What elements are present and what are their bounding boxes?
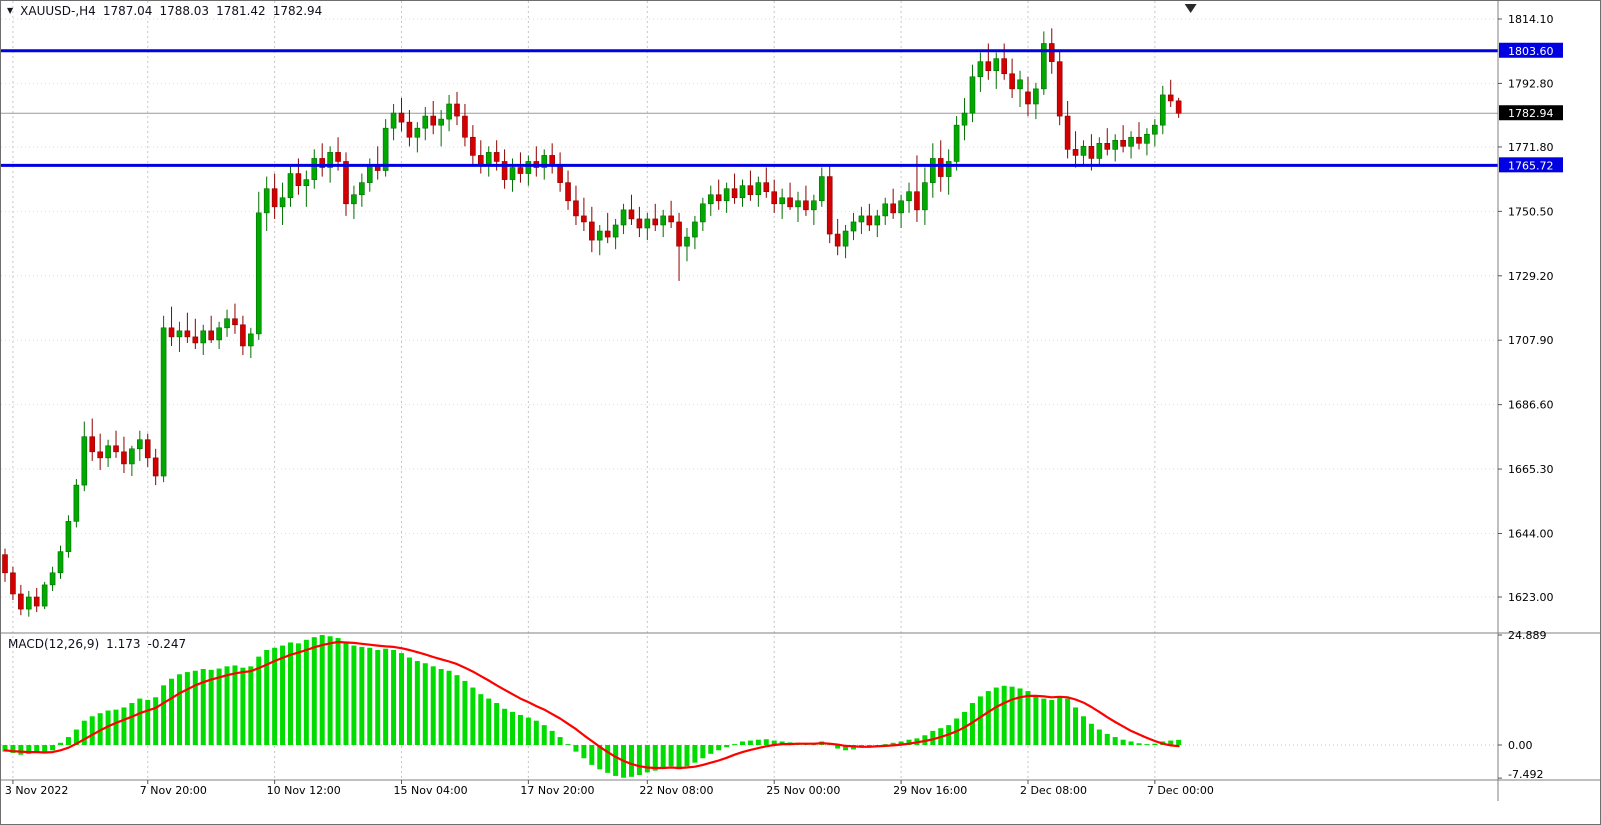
svg-text:1803.60: 1803.60 [1508, 45, 1554, 58]
ohlc-open-value: 1787.04 [102, 4, 153, 18]
indicator-main-value: 1.173 [106, 637, 141, 651]
svg-text:7 Nov 20:00: 7 Nov 20:00 [140, 784, 207, 797]
svg-text:1644.00: 1644.00 [1508, 527, 1554, 540]
svg-text:1707.90: 1707.90 [1508, 334, 1554, 347]
svg-text:1765.72: 1765.72 [1508, 159, 1554, 172]
svg-text:3 Nov 2022: 3 Nov 2022 [5, 784, 68, 797]
hlines-layer [1, 49, 1498, 167]
svg-text:1771.80: 1771.80 [1508, 141, 1554, 154]
candles-layer [2, 28, 1182, 617]
svg-text:17 Nov 20:00: 17 Nov 20:00 [520, 784, 594, 797]
svg-text:1686.60: 1686.60 [1508, 399, 1554, 412]
macd-layer [2, 635, 1182, 778]
svg-text:0.00: 0.00 [1508, 739, 1533, 752]
ohlc-high-value: 1788.03 [159, 4, 210, 18]
separators [1, 1, 1600, 801]
svg-text:7 Dec 00:00: 7 Dec 00:00 [1147, 784, 1214, 797]
svg-text:2 Dec 08:00: 2 Dec 08:00 [1020, 784, 1087, 797]
svg-text:1792.80: 1792.80 [1508, 77, 1554, 90]
svg-text:10 Nov 12:00: 10 Nov 12:00 [267, 784, 341, 797]
svg-text:-7.492: -7.492 [1508, 768, 1543, 781]
svg-text:1665.30: 1665.30 [1508, 463, 1554, 476]
indicator-label: MACD(12,26,9) 1.173 -0.247 [8, 637, 186, 651]
svg-text:1729.20: 1729.20 [1508, 270, 1554, 283]
time-axis[interactable]: 3 Nov 2022 7 Nov 20:00 10 Nov 12:00 15 Nov … [5, 780, 1214, 797]
svg-text:1750.50: 1750.50 [1508, 205, 1554, 218]
shift-marker-icon [1184, 4, 1197, 13]
indicator-signal-value: -0.247 [147, 637, 187, 651]
symbol-period-label: XAUUSD-,H4 [20, 4, 96, 18]
svg-text:1782.94: 1782.94 [1508, 107, 1554, 120]
ohlc-close-value: 1782.94 [272, 4, 323, 18]
indicator-name: MACD(12,26,9) [8, 637, 100, 651]
macd-axis: 24.889 0.00 -7.492 [1498, 629, 1547, 781]
svg-text:25 Nov 00:00: 25 Nov 00:00 [766, 784, 840, 797]
chart-menu-icon[interactable]: ▼ [7, 6, 14, 15]
svg-text:22 Nov 08:00: 22 Nov 08:00 [639, 784, 713, 797]
svg-text:24.889: 24.889 [1508, 629, 1547, 642]
price-axis[interactable]: 1814.10 1792.80 1771.80 1750.50 1729.20 1707.… [1498, 13, 1563, 604]
svg-text:1623.00: 1623.00 [1508, 591, 1554, 604]
ohlc-low-value: 1781.42 [216, 4, 266, 18]
svg-text:15 Nov 04:00: 15 Nov 04:00 [394, 784, 468, 797]
svg-text:29 Nov 16:00: 29 Nov 16:00 [893, 784, 967, 797]
svg-text:1814.10: 1814.10 [1508, 13, 1554, 26]
symbol-info: ▼ XAUUSD-,H4 1787.04 1788.03 1781.42 178… [7, 4, 322, 18]
